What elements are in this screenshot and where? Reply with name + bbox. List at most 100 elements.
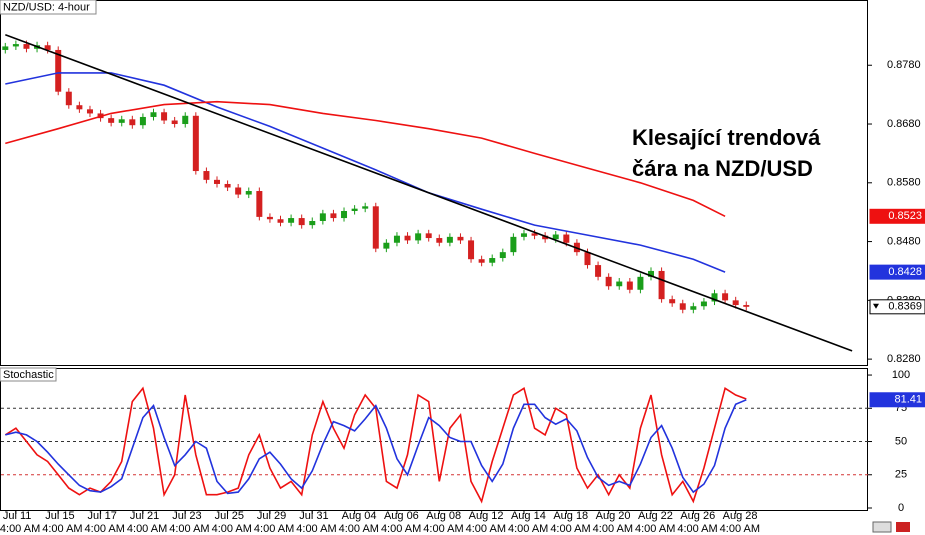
y-tick-label: 50 — [895, 435, 907, 447]
candle-body — [404, 235, 411, 241]
chart-title: NZD/USD: 4-hour — [3, 1, 90, 13]
candle-body — [584, 252, 591, 266]
candle-body — [637, 276, 644, 290]
x-tick-label: Aug 14 — [511, 510, 546, 522]
candle-body — [341, 211, 348, 219]
y-tick-label: 25 — [895, 469, 907, 481]
candle-body — [383, 242, 390, 249]
candle-body — [330, 213, 337, 219]
x-time-label: 4:00 AM — [169, 523, 209, 535]
x-tick-label: Aug 18 — [553, 510, 588, 522]
candle-body — [499, 252, 506, 259]
x-tick-label: Jul 31 — [299, 510, 328, 522]
price-box — [869, 392, 925, 408]
candle-body — [531, 233, 538, 236]
candle-body — [224, 183, 231, 188]
annotation: Klesající trendová — [632, 125, 821, 150]
x-tick-label: Aug 28 — [723, 510, 758, 522]
candle-body — [605, 276, 612, 287]
x-time-label: 4:00 AM — [466, 523, 506, 535]
candle-body — [161, 112, 168, 121]
candle-body — [722, 293, 729, 301]
x-tick-label: Jul 29 — [257, 510, 286, 522]
candle-body — [711, 293, 718, 302]
x-time-label: 4:00 AM — [550, 523, 590, 535]
candle-body — [65, 91, 72, 106]
candle-body — [351, 208, 358, 212]
candle-body — [235, 187, 242, 195]
candle-body — [55, 49, 62, 92]
candle-body — [288, 218, 295, 223]
candle-body — [319, 213, 326, 221]
trend-line — [5, 100, 726, 218]
candle-body — [732, 300, 739, 306]
candle-body — [150, 112, 157, 117]
candle-body — [12, 44, 19, 47]
annotation: čára na NZD/USD — [632, 156, 813, 181]
candle-body — [563, 234, 570, 243]
candle-body — [457, 236, 464, 241]
price-label: 0.8428 — [888, 266, 922, 278]
indicator-title-box — [0, 367, 57, 382]
x-tick-label: Aug 08 — [426, 510, 461, 522]
candle-body — [415, 233, 422, 241]
candle-body — [76, 105, 83, 110]
price-arrow — [873, 303, 879, 309]
x-tick-label: Jul 25 — [215, 510, 244, 522]
scroll-icon[interactable] — [872, 521, 892, 533]
candle-body — [648, 270, 654, 277]
candle-body — [256, 191, 263, 217]
candle-body — [203, 171, 210, 180]
x-time-label: 4:00 AM — [254, 523, 294, 535]
x-time-label: 4:00 AM — [381, 523, 421, 535]
candle-body — [478, 259, 485, 263]
stochastic-line — [5, 399, 747, 495]
x-time-label: 4:00 AM — [508, 523, 548, 535]
x-time-label: 4:00 AM — [42, 523, 82, 535]
candle-body — [690, 306, 697, 310]
candle-body — [245, 191, 252, 195]
x-tick-label: Aug 06 — [384, 510, 419, 522]
candle-body — [393, 235, 400, 243]
candle-body — [108, 118, 115, 123]
shift-icon[interactable] — [896, 522, 910, 532]
toolbar-icons[interactable] — [872, 521, 910, 533]
x-time-label: 4:00 AM — [85, 523, 125, 535]
x-time-label: 4:00 AM — [677, 523, 717, 535]
x-tick-label: Aug 04 — [342, 510, 377, 522]
y-tick-label: 0.8780 — [887, 59, 921, 71]
candle-body — [468, 240, 475, 260]
candle-body — [139, 116, 146, 126]
candle-body — [118, 119, 125, 123]
trend-line — [5, 33, 853, 352]
candle-body — [520, 233, 527, 237]
candle-body — [679, 303, 686, 310]
x-time-label: 4:00 AM — [296, 523, 336, 535]
candle-body — [489, 258, 496, 263]
candle-body — [595, 265, 602, 277]
x-tick-label: Jul 15 — [45, 510, 74, 522]
candle-body — [616, 281, 623, 287]
indicator-title: Stochastic — [3, 369, 54, 381]
y-tick-label: 0.8580 — [887, 177, 921, 189]
candle-body — [23, 44, 30, 49]
candle-body — [436, 238, 443, 243]
candle-body — [86, 109, 93, 114]
x-tick-label: Jul 11 — [3, 510, 32, 522]
x-tick-label: Aug 20 — [596, 510, 631, 522]
x-tick-label: Jul 17 — [88, 510, 117, 522]
candle-body — [446, 236, 453, 243]
stochastic-line — [4, 386, 747, 504]
x-tick-label: Aug 12 — [469, 510, 504, 522]
candle-body — [743, 305, 750, 307]
x-tick-label: Jul 23 — [172, 510, 201, 522]
candle-body — [425, 233, 432, 239]
plot-layer — [1, 33, 868, 504]
candle-body — [510, 236, 517, 253]
candle-body — [309, 220, 316, 226]
trend-line — [5, 72, 726, 273]
candle-body — [542, 235, 549, 240]
